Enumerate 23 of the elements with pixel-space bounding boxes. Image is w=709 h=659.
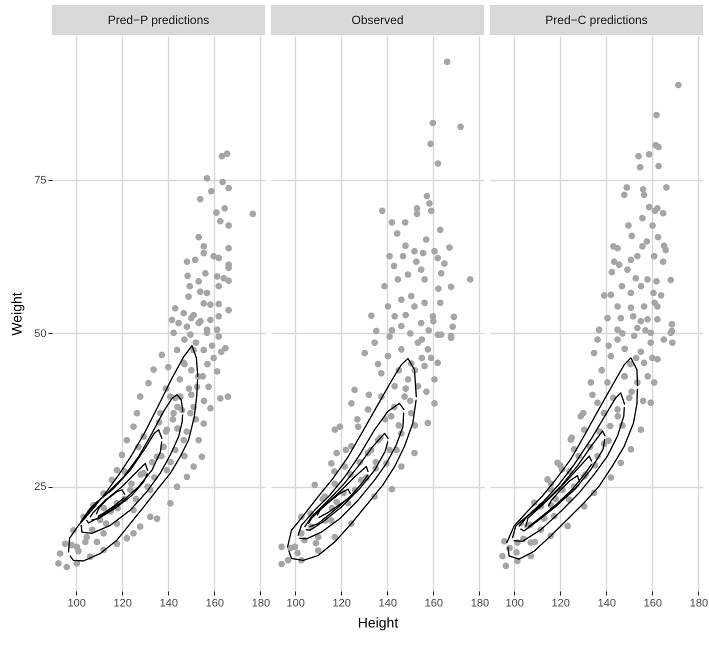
x-tick-label: 120 bbox=[552, 598, 570, 610]
x-axis-title: Height bbox=[358, 614, 398, 630]
x-tick-label: 160 bbox=[424, 598, 444, 610]
chart-title: Observed bbox=[351, 13, 404, 27]
y-tick-label: 75 bbox=[34, 174, 46, 187]
x-tick-label: 160 bbox=[206, 598, 224, 610]
y-tick-label: 50 bbox=[34, 328, 46, 340]
x-tick-label: 180 bbox=[252, 598, 270, 610]
x-tick-label: 140 bbox=[378, 598, 397, 610]
x-tick-label: 100 bbox=[68, 598, 86, 610]
x-tick-label: 100 bbox=[506, 598, 524, 610]
y-axis-title: Weight bbox=[8, 292, 24, 336]
chart-title: Pred−P predictions bbox=[108, 13, 210, 27]
x-tick-label: 120 bbox=[114, 598, 132, 610]
x-tick-label: 140 bbox=[160, 598, 178, 610]
y-tick-label: 25 bbox=[34, 481, 46, 494]
chart-title: Pred−C predictions bbox=[545, 13, 648, 27]
x-tick-label: 180 bbox=[470, 598, 490, 610]
x-tick-label: 140 bbox=[598, 598, 616, 610]
x-tick-label: 100 bbox=[286, 598, 305, 610]
x-tick-label: 180 bbox=[690, 598, 708, 610]
x-tick-label: 160 bbox=[644, 598, 662, 610]
x-tick-label: 120 bbox=[332, 598, 351, 610]
